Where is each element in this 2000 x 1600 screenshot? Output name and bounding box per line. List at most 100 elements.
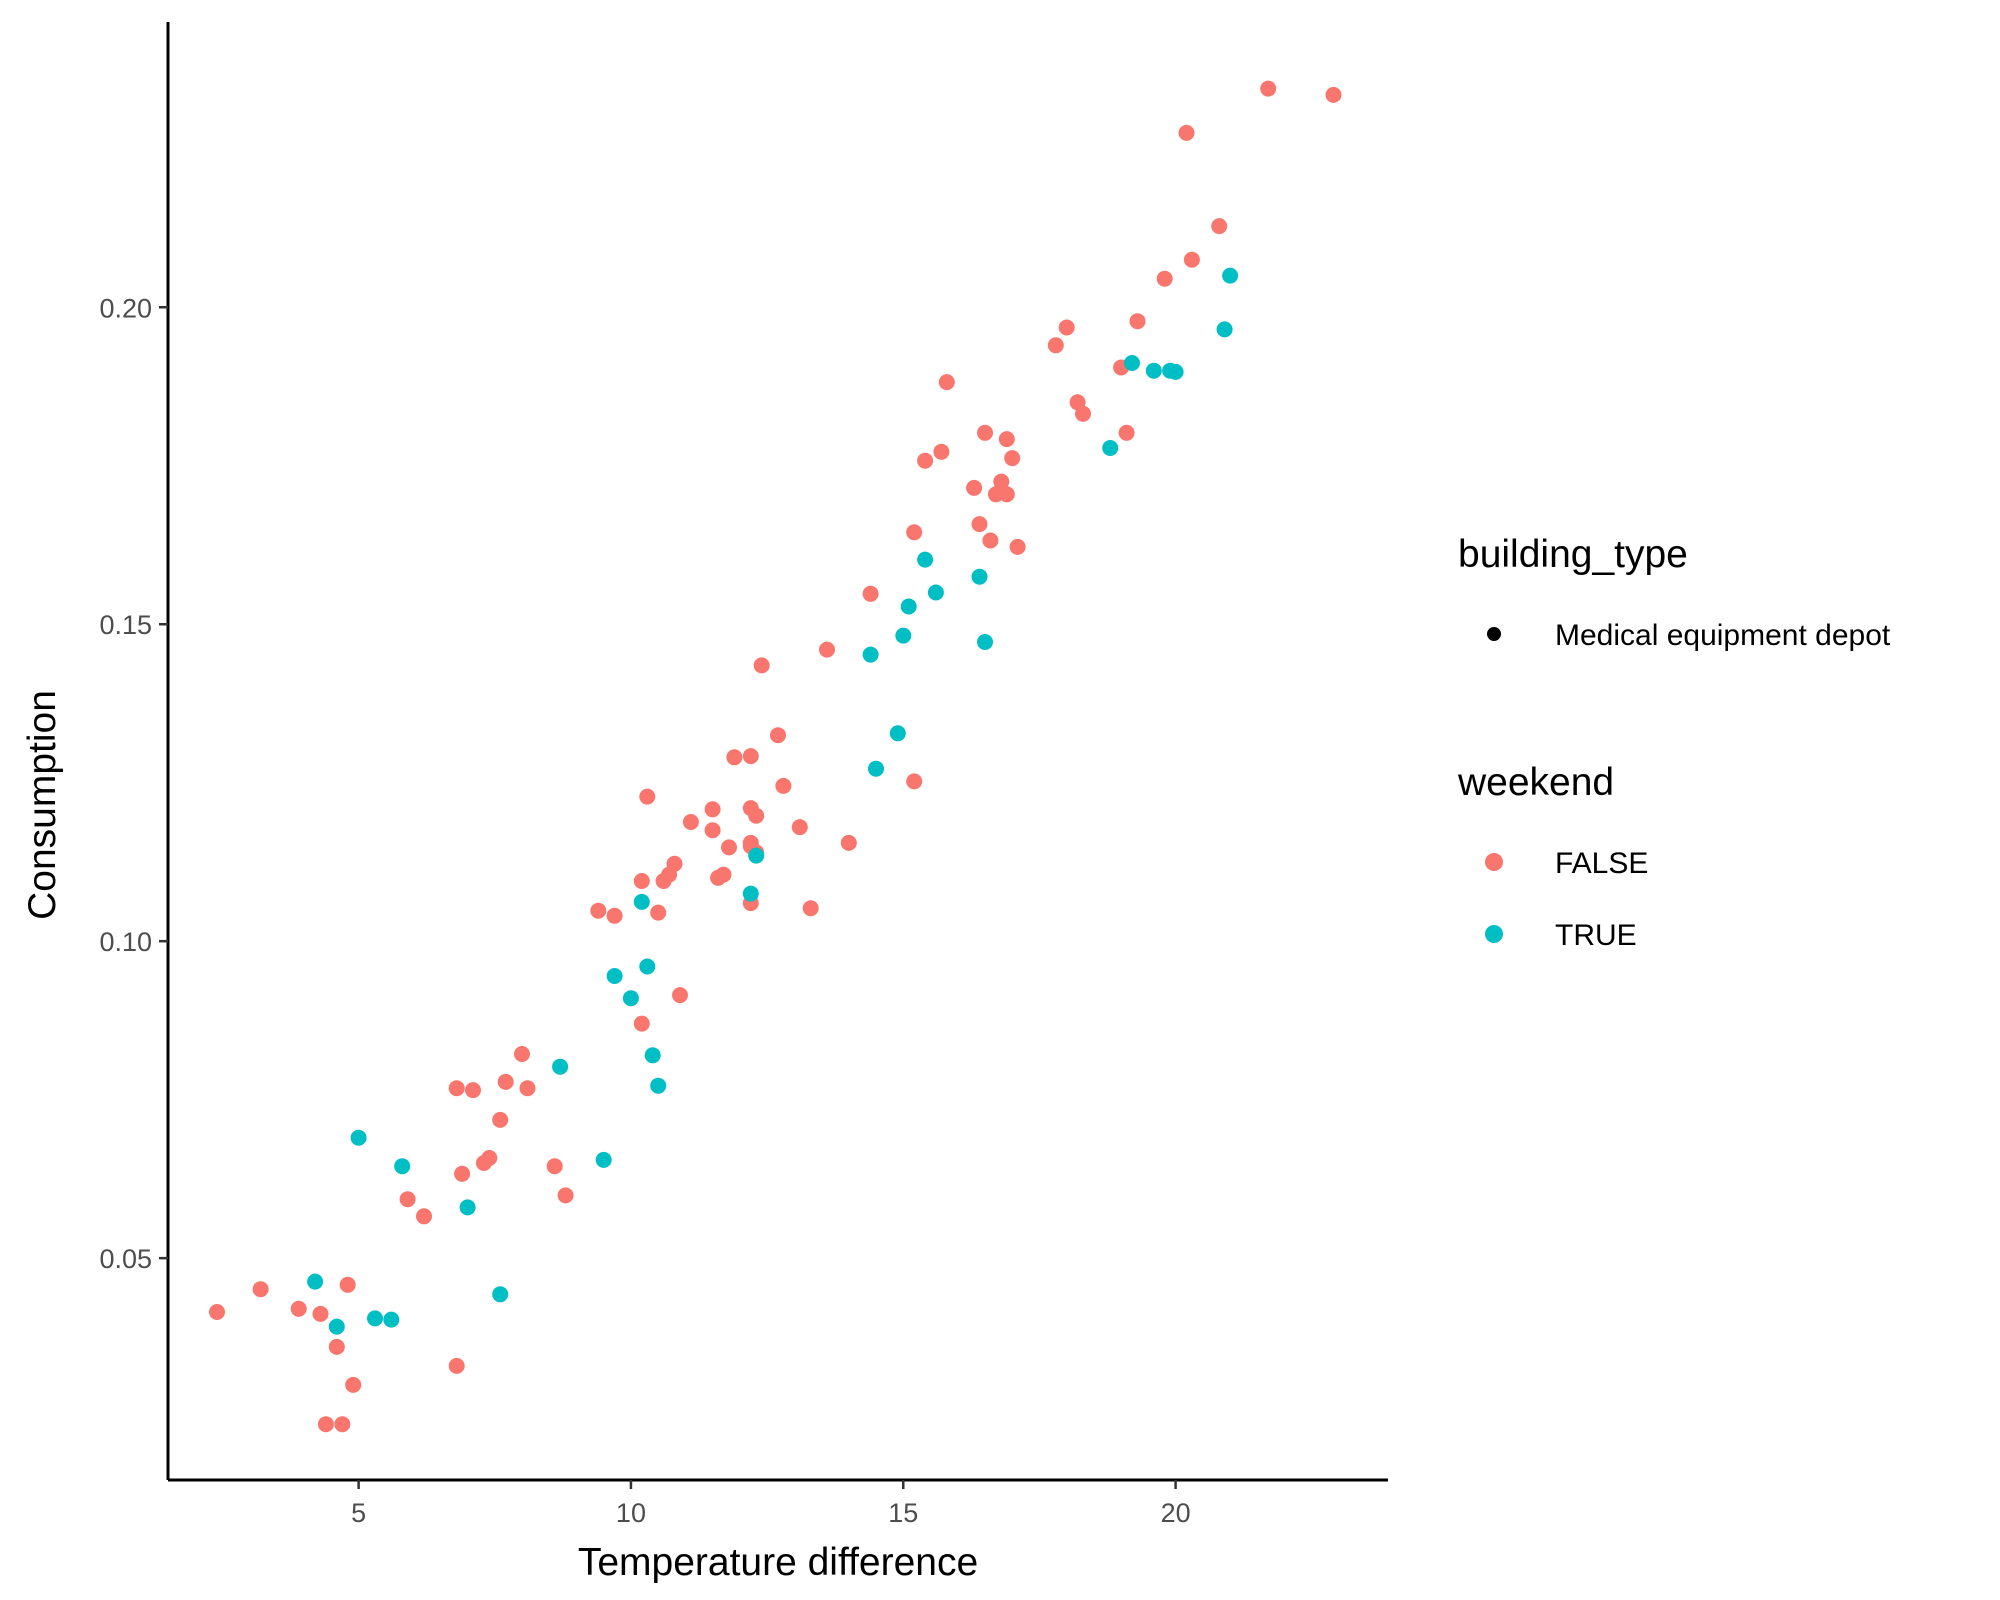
data-point [906, 773, 923, 790]
data-point [606, 968, 623, 984]
data-point [339, 1276, 356, 1293]
x-axis-ticks: 5 10 15 20 [351, 1480, 1191, 1528]
data-point [1156, 270, 1173, 287]
data-point [682, 814, 699, 830]
data-point [383, 1311, 400, 1328]
data-point [1009, 538, 1026, 555]
data-point [633, 893, 650, 910]
y-tick-label: 0.15 [99, 610, 152, 640]
data-point [595, 1151, 612, 1168]
y-axis-title: Consumption [21, 690, 64, 920]
series-false [209, 80, 1342, 1433]
data-point [1124, 355, 1140, 371]
x-tick-label: 5 [351, 1498, 366, 1528]
data-point [1118, 424, 1135, 441]
data-point [399, 1191, 416, 1208]
y-axis-ticks: 0.05 0.10 0.15 0.20 [99, 293, 168, 1274]
data-point [868, 760, 884, 777]
data-point [819, 641, 835, 658]
data-point [650, 904, 667, 921]
data-point [721, 839, 737, 856]
data-point [742, 748, 759, 765]
data-point [546, 1158, 563, 1175]
data-point [334, 1416, 351, 1433]
data-point [459, 1199, 476, 1216]
legend-label-false: FALSE [1555, 847, 1648, 880]
x-tick-label: 20 [1161, 1498, 1191, 1528]
data-point [492, 1111, 509, 1128]
data-point [650, 1077, 667, 1094]
data-point [481, 1150, 498, 1166]
data-point [639, 788, 656, 805]
data-point [639, 958, 656, 975]
data-point [514, 1046, 530, 1062]
data-point [465, 1082, 481, 1099]
data-point [775, 777, 792, 794]
x-axis-title: Temperature difference [578, 1541, 978, 1584]
data-point [633, 1015, 650, 1032]
data-point [1047, 337, 1064, 354]
data-point [889, 725, 906, 742]
data-point [1325, 86, 1342, 103]
legend-label-true: TRUE [1555, 919, 1637, 952]
data-point [906, 524, 923, 541]
legend-title-building-type: building_type [1458, 533, 1688, 576]
data-point [977, 424, 993, 441]
data-point [519, 1080, 536, 1097]
legend-title-weekend: weekend [1457, 761, 1614, 804]
data-point [993, 473, 1010, 490]
data-point [748, 807, 765, 824]
data-point [726, 749, 743, 766]
data-point [1211, 218, 1228, 235]
data-point [307, 1273, 324, 1290]
data-point [715, 866, 732, 883]
data-point [933, 443, 950, 460]
data-point [350, 1129, 367, 1146]
data-point [394, 1158, 411, 1175]
x-tick-label: 15 [888, 1498, 918, 1528]
points-layer [209, 80, 1342, 1433]
series-true [307, 267, 1239, 1335]
data-point [998, 431, 1015, 448]
data-point [209, 1304, 225, 1320]
legend-key-true [1485, 925, 1503, 943]
data-point [448, 1357, 465, 1374]
data-point [1102, 440, 1119, 456]
data-point [448, 1080, 465, 1097]
data-point [622, 990, 639, 1007]
data-point [1058, 319, 1075, 336]
data-point [977, 634, 993, 650]
data-point [345, 1376, 362, 1393]
data-point [290, 1300, 307, 1317]
data-point [1167, 363, 1184, 380]
legend-key-false [1485, 853, 1503, 871]
data-point [590, 902, 607, 919]
data-point [633, 873, 650, 889]
data-point [704, 822, 721, 839]
data-point [862, 585, 879, 602]
legend-label-medical-equipment-depot: Medical equipment depot [1555, 619, 1891, 652]
legend-building-type: building_type Medical equipment depot [1458, 533, 1891, 652]
data-point [748, 847, 765, 864]
data-point [1178, 124, 1195, 141]
data-point [666, 855, 683, 872]
data-point [927, 584, 944, 601]
data-point [317, 1416, 334, 1433]
data-point [367, 1310, 383, 1327]
data-point [1145, 362, 1162, 379]
data-point [895, 627, 912, 644]
data-point [454, 1165, 471, 1182]
data-point [606, 907, 623, 924]
y-tick-label: 0.20 [99, 293, 152, 323]
data-point [900, 598, 917, 615]
data-point [252, 1281, 269, 1298]
data-point [1183, 251, 1200, 268]
data-point [966, 479, 983, 496]
data-point [742, 885, 759, 902]
data-point [552, 1058, 569, 1075]
data-point [492, 1286, 509, 1303]
data-point [982, 532, 999, 549]
data-point [971, 568, 988, 585]
data-point [938, 374, 955, 391]
